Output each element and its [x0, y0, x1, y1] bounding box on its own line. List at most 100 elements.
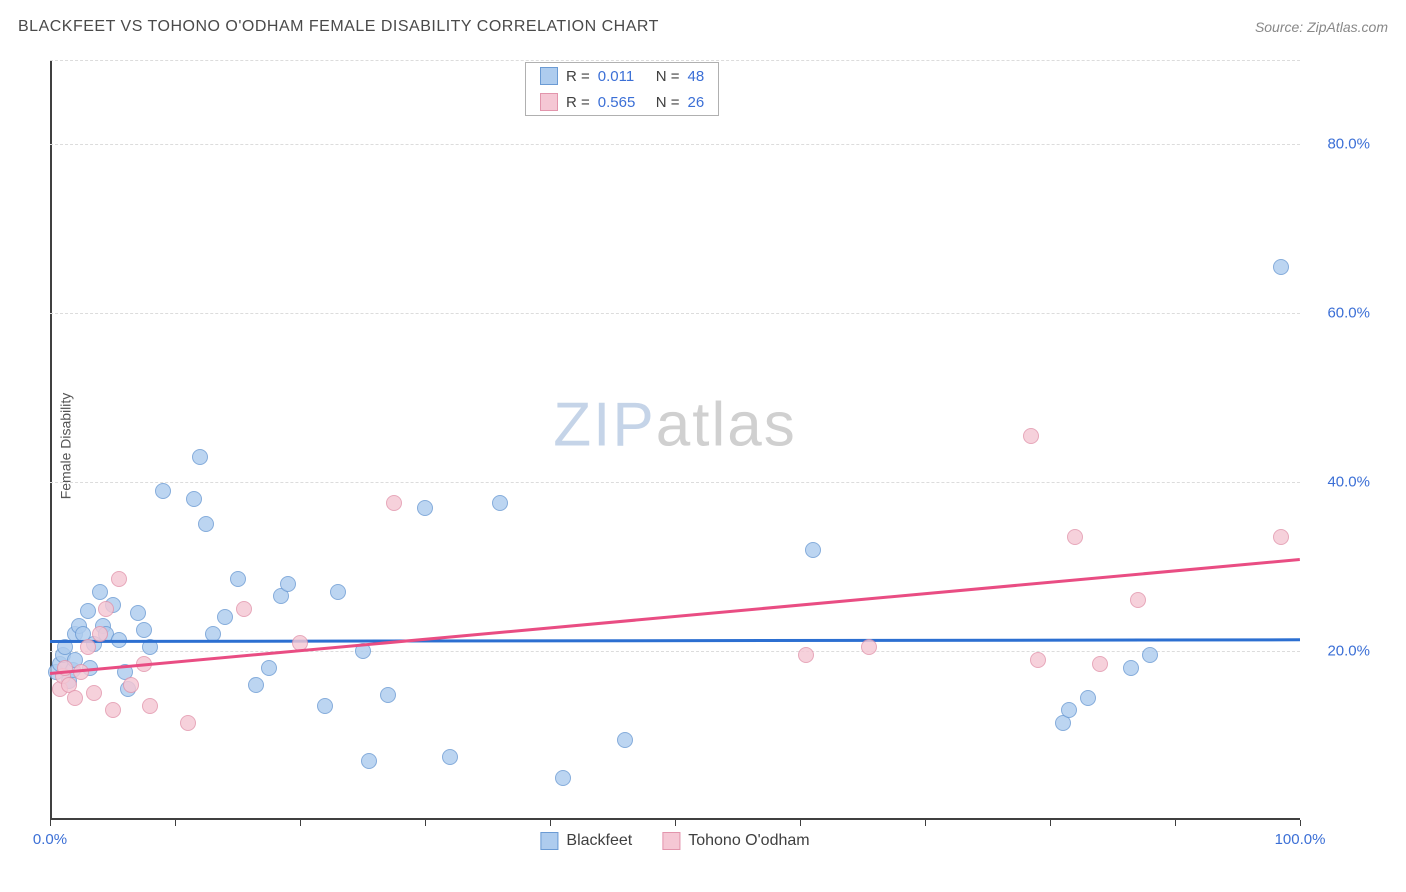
data-point — [123, 677, 139, 693]
data-point — [1023, 428, 1039, 444]
chart-title: BLACKFEET VS TOHONO O'ODHAM FEMALE DISAB… — [18, 18, 659, 36]
data-point — [105, 702, 121, 718]
data-point — [80, 603, 96, 619]
data-point — [86, 685, 102, 701]
data-point — [192, 449, 208, 465]
gridline — [50, 651, 1300, 652]
data-point — [1273, 259, 1289, 275]
source-label: Source: ZipAtlas.com — [1255, 19, 1388, 35]
watermark-zip: ZIP — [553, 390, 655, 459]
y-tick-label: 80.0% — [1310, 136, 1370, 153]
x-tick-label: 100.0% — [1275, 831, 1326, 848]
data-point — [98, 601, 114, 617]
x-tick — [425, 820, 426, 826]
x-tick — [675, 820, 676, 826]
data-point — [230, 571, 246, 587]
data-point — [1030, 652, 1046, 668]
data-point — [361, 753, 377, 769]
data-point — [1067, 529, 1083, 545]
data-point — [186, 491, 202, 507]
legend-label: Tohono O'odham — [688, 832, 809, 850]
legend-swatch — [540, 832, 558, 850]
gridline — [50, 313, 1300, 314]
data-point — [1123, 660, 1139, 676]
data-point — [1061, 702, 1077, 718]
data-point — [417, 500, 433, 516]
x-tick — [1050, 820, 1051, 826]
data-point — [492, 495, 508, 511]
r-value: 0.011 — [598, 68, 648, 85]
data-point — [1130, 592, 1146, 608]
watermark-atlas: atlas — [656, 390, 797, 459]
y-tick-label: 40.0% — [1310, 474, 1370, 491]
y-tick-label: 20.0% — [1310, 643, 1370, 660]
data-point — [798, 647, 814, 663]
data-point — [1080, 690, 1096, 706]
data-point — [261, 660, 277, 676]
data-point — [280, 576, 296, 592]
data-point — [861, 639, 877, 655]
legend-swatch — [540, 93, 558, 111]
data-point — [155, 483, 171, 499]
x-tick — [550, 820, 551, 826]
data-point — [92, 626, 108, 642]
data-point — [248, 677, 264, 693]
legend-swatch — [540, 67, 558, 85]
x-tick-label: 0.0% — [33, 831, 67, 848]
r-label: R = — [566, 68, 590, 85]
legend-swatch — [662, 832, 680, 850]
data-point — [111, 571, 127, 587]
watermark: ZIPatlas — [553, 389, 796, 460]
trend-line — [50, 638, 1300, 643]
data-point — [386, 495, 402, 511]
gridline — [50, 144, 1300, 145]
data-point — [805, 542, 821, 558]
n-value: 26 — [688, 94, 705, 111]
legend-row: R = 0.565 N = 26 — [526, 89, 718, 115]
data-point — [142, 698, 158, 714]
data-point — [217, 609, 233, 625]
data-point — [198, 516, 214, 532]
data-point — [92, 584, 108, 600]
x-tick — [1300, 820, 1301, 826]
data-point — [330, 584, 346, 600]
data-point — [236, 601, 252, 617]
y-tick-label: 60.0% — [1310, 305, 1370, 322]
x-tick — [1175, 820, 1176, 826]
legend-bottom-item: Tohono O'odham — [662, 832, 809, 850]
data-point — [380, 687, 396, 703]
x-tick — [50, 820, 51, 826]
gridline — [50, 482, 1300, 483]
data-point — [1092, 656, 1108, 672]
chart-header: BLACKFEET VS TOHONO O'ODHAM FEMALE DISAB… — [18, 18, 1388, 36]
legend-top: R = 0.011 N = 48 R = 0.565 N = 26 — [525, 62, 719, 116]
legend-bottom: Blackfeet Tohono O'odham — [540, 832, 809, 850]
x-tick — [925, 820, 926, 826]
gridline — [50, 60, 1300, 61]
n-value: 48 — [688, 68, 705, 85]
r-label: R = — [566, 94, 590, 111]
data-point — [180, 715, 196, 731]
data-point — [1273, 529, 1289, 545]
legend-row: R = 0.011 N = 48 — [526, 63, 718, 89]
chart-plot-area: ZIPatlas 20.0%40.0%60.0%80.0%0.0%100.0%R… — [50, 60, 1300, 820]
data-point — [130, 605, 146, 621]
data-point — [80, 639, 96, 655]
r-value: 0.565 — [598, 94, 648, 111]
data-point — [67, 690, 83, 706]
n-label: N = — [656, 94, 680, 111]
legend-bottom-item: Blackfeet — [540, 832, 632, 850]
x-tick — [800, 820, 801, 826]
plot-surface: ZIPatlas 20.0%40.0%60.0%80.0%0.0%100.0%R… — [50, 60, 1300, 820]
legend-label: Blackfeet — [566, 832, 632, 850]
data-point — [617, 732, 633, 748]
data-point — [136, 622, 152, 638]
data-point — [317, 698, 333, 714]
n-label: N = — [656, 68, 680, 85]
x-tick — [300, 820, 301, 826]
data-point — [555, 770, 571, 786]
y-axis-line — [50, 60, 52, 820]
data-point — [1142, 647, 1158, 663]
x-tick — [175, 820, 176, 826]
data-point — [442, 749, 458, 765]
